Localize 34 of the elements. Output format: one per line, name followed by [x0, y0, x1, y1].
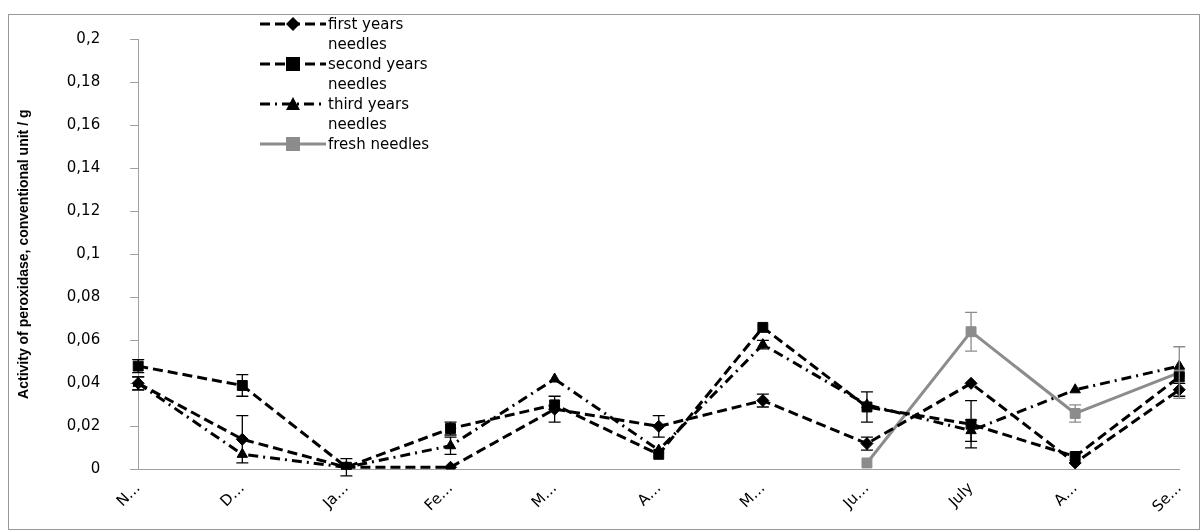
x-tick-label: A… — [633, 478, 665, 510]
point — [548, 372, 561, 383]
y-tick-label: 0,02 — [66, 416, 101, 435]
point — [1069, 383, 1081, 394]
y-tick-label: 0,18 — [66, 71, 101, 90]
y-tick-label: 0,04 — [66, 373, 101, 392]
y-tick-label: 0,12 — [66, 201, 101, 220]
y-tick-label: 0,06 — [66, 330, 101, 349]
x-tick-label: A… — [1050, 478, 1081, 510]
x-tick-label: Fe… — [420, 478, 457, 515]
point — [653, 448, 665, 460]
x-tick-label: N… — [112, 478, 144, 510]
point — [861, 457, 873, 469]
y-tick-label: 0,08 — [66, 287, 101, 306]
point — [965, 326, 977, 338]
x-tick-label: Ju… — [838, 478, 873, 513]
legend-label: fresh needles — [328, 134, 431, 154]
point — [757, 321, 769, 333]
point — [236, 380, 248, 391]
x-tick-label: M… — [527, 478, 561, 512]
x-tick-label: M… — [735, 478, 769, 512]
point — [236, 447, 248, 458]
y-tick-label: 0 — [90, 459, 101, 478]
y-tick-label: 0,14 — [66, 158, 101, 177]
point — [652, 419, 666, 433]
point — [861, 401, 873, 413]
x-tick-label: Ja… — [318, 478, 352, 513]
x-tick-label: D… — [216, 478, 248, 511]
x-tick-label: Se… — [1148, 478, 1185, 516]
y-tick-label: 0,1 — [76, 244, 101, 263]
point — [964, 376, 978, 390]
y-axis-title: Activity of peroxidase, conventional unit / g — [15, 109, 32, 399]
y-tick-label: 0,2 — [76, 28, 101, 47]
y-tick-label: 0,16 — [66, 114, 101, 133]
